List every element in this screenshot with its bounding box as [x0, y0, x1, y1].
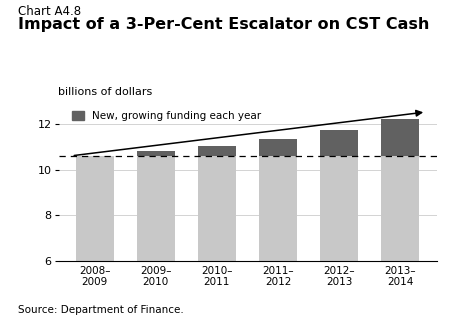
Bar	[137, 156, 175, 261]
Bar	[382, 119, 419, 156]
Bar	[198, 156, 236, 261]
Bar	[259, 156, 297, 261]
Bar	[198, 146, 236, 156]
Legend: New, growing funding each year: New, growing funding each year	[68, 107, 266, 126]
Text: billions of dollars: billions of dollars	[58, 87, 153, 97]
Bar	[382, 156, 419, 261]
Text: Source: Department of Finance.: Source: Department of Finance.	[18, 305, 184, 315]
Bar	[76, 156, 113, 261]
Bar	[259, 139, 297, 156]
Bar	[320, 130, 358, 156]
Bar	[320, 156, 358, 261]
Text: Chart A4.8: Chart A4.8	[18, 5, 81, 18]
Bar	[137, 151, 175, 156]
Text: Impact of a 3-Per-Cent Escalator on CST Cash: Impact of a 3-Per-Cent Escalator on CST …	[18, 17, 429, 32]
